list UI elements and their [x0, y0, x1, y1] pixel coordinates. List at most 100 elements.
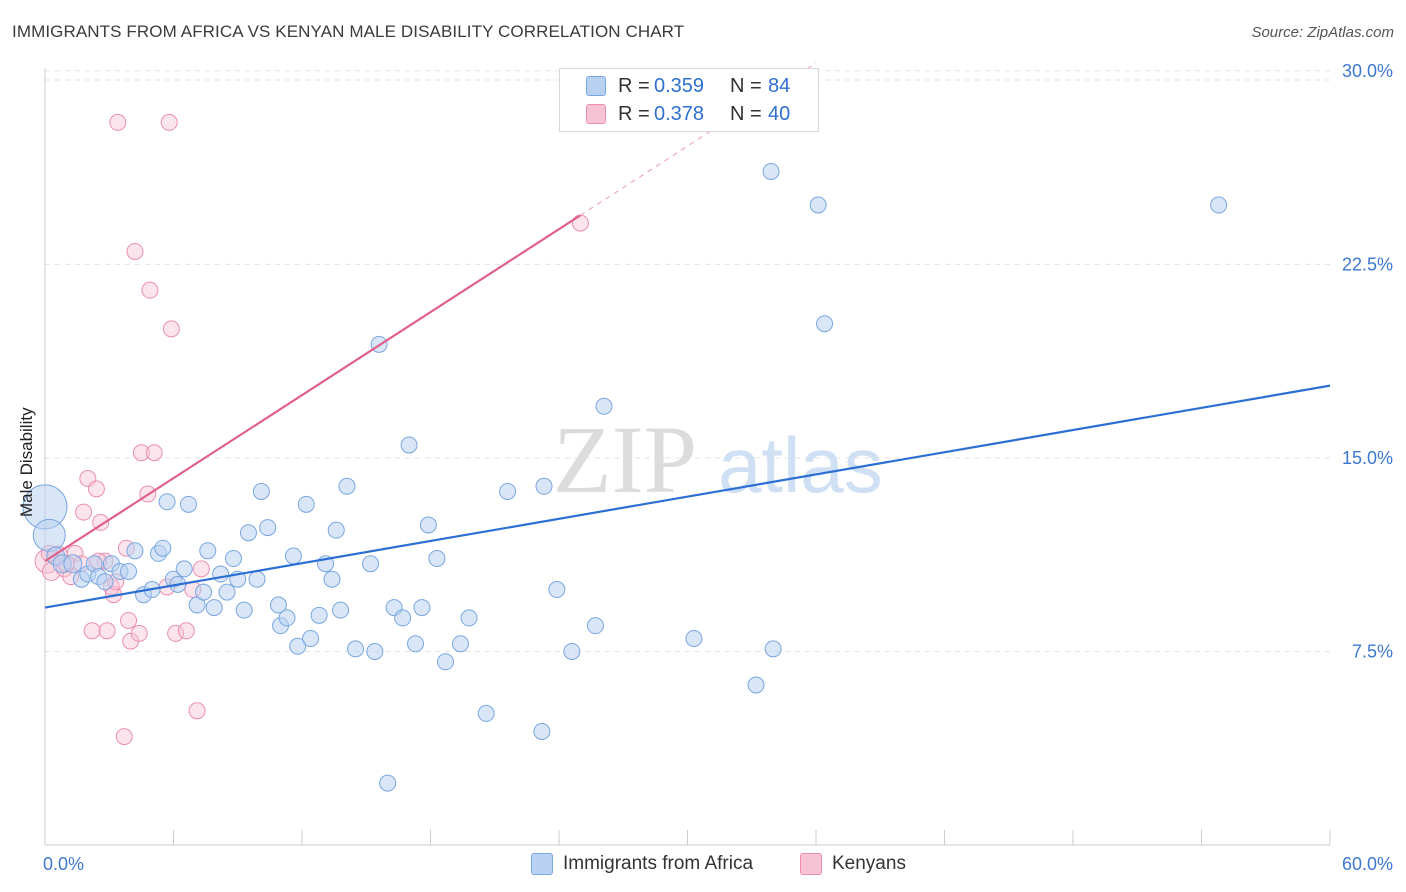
africa-point — [413, 599, 431, 617]
africa-point — [199, 542, 217, 560]
africa-point — [158, 493, 176, 511]
africa-point — [407, 635, 425, 653]
africa-point — [194, 583, 212, 601]
legend-row-africa: R = 0.359 N = 84 — [586, 75, 790, 97]
legend-row-kenyans: R = 0.378 N = 40 — [586, 103, 790, 125]
kenyan-point — [126, 242, 144, 260]
legend-n-label: N = — [730, 102, 762, 125]
africa-point — [310, 606, 328, 624]
africa-point — [154, 539, 172, 557]
africa-point — [179, 495, 197, 513]
africa-point — [428, 550, 446, 568]
kenyan-point — [115, 728, 133, 746]
africa-point — [278, 609, 296, 627]
africa-point — [289, 637, 307, 655]
legend-r-label: R = — [618, 102, 650, 125]
africa-point — [477, 704, 495, 722]
africa-point — [762, 162, 780, 180]
africa-point — [252, 482, 270, 500]
africa-point — [63, 554, 83, 574]
kenyan-point — [192, 560, 210, 578]
africa-point — [302, 630, 320, 648]
africa-point — [212, 565, 230, 583]
africa-point — [400, 436, 418, 454]
africa-point — [548, 581, 566, 599]
kenyan-point — [571, 214, 589, 232]
africa-point — [32, 518, 66, 552]
africa-point — [175, 560, 193, 578]
africa-point — [460, 609, 478, 627]
y-tick-label: 22.5% — [1342, 254, 1393, 274]
africa-point — [816, 315, 834, 333]
africa-point — [332, 601, 350, 619]
source-label: Source: ZipAtlas.com — [1251, 24, 1394, 41]
y-tick-label: 7.5% — [1352, 641, 1393, 661]
legend-r-value-africa: 0.359 — [654, 74, 705, 97]
kenyan-point — [162, 320, 180, 338]
x-tick-label: 60.0% — [1342, 854, 1393, 874]
legend-n-label: N = — [730, 74, 762, 97]
kenyan-point — [177, 622, 195, 640]
kenyan-trend-line — [44, 214, 582, 563]
africa-point — [451, 635, 469, 653]
africa-point — [269, 596, 287, 614]
bottom-legend-africa: Immigrants from Africa — [531, 852, 753, 876]
africa-point — [394, 609, 412, 627]
y-tick-label: 30.0% — [1342, 61, 1393, 81]
africa-point — [685, 630, 703, 648]
kenyan-point — [160, 113, 178, 131]
africa-point — [419, 516, 437, 534]
kenyan-point — [130, 624, 148, 642]
africa-trend-line — [44, 384, 1331, 609]
africa-points — [22, 162, 1228, 792]
watermark-atlas: atlas — [718, 421, 883, 509]
kenyan-point — [83, 622, 101, 640]
kenyan-point — [92, 513, 110, 531]
africa-point — [338, 477, 356, 495]
legend-swatch-kenyans — [586, 104, 606, 124]
tick-labels: 7.5% 15.0% 22.5% 30.0% 0.0% 60.0% — [43, 61, 1393, 874]
legend-r-label: R = — [618, 74, 650, 97]
bottom-legend-label-africa: Immigrants from Africa — [563, 853, 754, 874]
africa-point — [586, 617, 604, 635]
africa-point — [126, 542, 144, 560]
kenyan-point — [132, 444, 150, 462]
axes — [44, 68, 1331, 846]
bottom-legend-swatch-kenyans — [800, 853, 822, 875]
africa-point — [259, 519, 277, 537]
kenyan-point — [75, 503, 93, 521]
africa-point — [205, 599, 223, 617]
trend-lines — [44, 62, 1331, 609]
legend-r-value-kenyans: 0.378 — [654, 102, 705, 125]
chart-title: IMMIGRANTS FROM AFRICA VS KENYAN MALE DI… — [12, 22, 685, 41]
africa-point — [239, 524, 257, 542]
legend-n-value-africa: 84 — [768, 74, 791, 97]
africa-point — [533, 722, 551, 740]
africa-point — [379, 774, 397, 792]
africa-point — [535, 477, 553, 495]
kenyans-points — [34, 113, 589, 746]
bottom-legend-swatch-africa — [531, 853, 553, 875]
africa-point — [1210, 196, 1228, 214]
kenyan-point — [120, 611, 138, 629]
y-axis-label: Male Disability — [17, 345, 37, 517]
kenyan-point — [188, 702, 206, 720]
africa-point — [248, 570, 266, 588]
kenyan-point — [167, 624, 185, 642]
africa-point — [563, 642, 581, 660]
y-axis-label-text: Male Disability — [17, 407, 36, 517]
africa-point — [499, 482, 517, 500]
y-tick-label: 15.0% — [1342, 448, 1393, 468]
x-tick-label: 0.0% — [43, 854, 84, 874]
legend: R = 0.359 N = 84 R = 0.378 N = 40 — [559, 68, 819, 132]
africa-point — [327, 521, 345, 539]
africa-point — [120, 562, 138, 580]
legend-swatch-africa — [586, 76, 606, 96]
africa-point — [284, 547, 302, 565]
legend-n-value-kenyans: 40 — [768, 102, 791, 125]
africa-point — [595, 397, 613, 415]
africa-point — [347, 640, 365, 658]
africa-point — [235, 601, 253, 619]
kenyan-point — [87, 480, 105, 498]
